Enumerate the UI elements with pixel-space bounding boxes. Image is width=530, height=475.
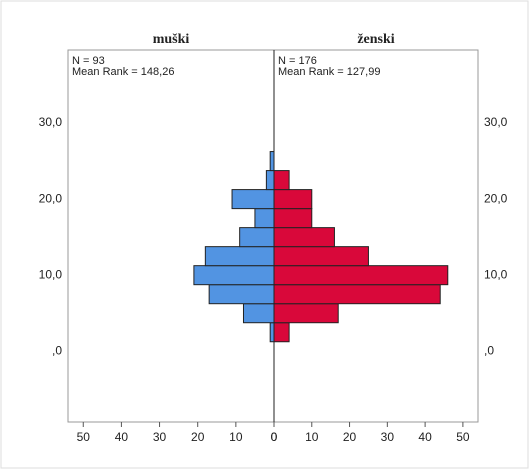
- y-tick-label: ,0: [52, 343, 62, 357]
- x-tick-label: 10: [229, 430, 243, 444]
- bar: [273, 227, 335, 248]
- bar: [254, 208, 275, 229]
- bar: [265, 170, 275, 191]
- x-tick-label: 20: [343, 430, 357, 444]
- x-tick-label: 0: [271, 430, 278, 444]
- bar: [204, 246, 275, 267]
- bar: [273, 265, 449, 286]
- y-tick-label: 30,0: [39, 115, 63, 129]
- bar: [273, 303, 339, 324]
- x-tick-label: 50: [456, 430, 470, 444]
- x-tick-label: 30: [381, 430, 395, 444]
- bar: [273, 189, 313, 210]
- bar: [269, 322, 275, 343]
- annotation: Mean Rank = 127,99: [278, 66, 380, 78]
- x-tick-label: 50: [77, 430, 91, 444]
- bar: [231, 189, 275, 210]
- y-tick-label: ,0: [484, 343, 494, 357]
- annotation: N = 176: [278, 55, 317, 67]
- annotation: N = 93: [72, 55, 105, 67]
- bar: [273, 208, 313, 229]
- bar: [208, 284, 275, 305]
- x-tick-label: 20: [191, 430, 205, 444]
- bar: [273, 322, 290, 343]
- x-tick-label: 10: [305, 430, 319, 444]
- x-tick-label: 40: [115, 430, 129, 444]
- y-tick-label: 30,0: [484, 115, 508, 129]
- y-tick-label: 10,0: [484, 267, 508, 281]
- plot-area: [67, 49, 479, 423]
- x-tick-label: 40: [418, 430, 432, 444]
- annotation: Mean Rank = 148,26: [72, 66, 174, 78]
- bar: [273, 246, 369, 267]
- y-tick-label: 20,0: [39, 191, 63, 205]
- y-tick-label: 10,0: [39, 267, 63, 281]
- bar: [242, 303, 275, 324]
- bar: [193, 265, 275, 286]
- bar: [273, 170, 290, 191]
- x-tick-label: 30: [153, 430, 167, 444]
- panel-title: muški: [153, 32, 190, 47]
- bar: [239, 227, 275, 248]
- y-tick-label: 20,0: [484, 191, 508, 205]
- panel-title: ženski: [357, 32, 394, 47]
- bar: [269, 151, 275, 172]
- bar: [273, 284, 441, 305]
- x-tick-label: 0: [271, 430, 278, 444]
